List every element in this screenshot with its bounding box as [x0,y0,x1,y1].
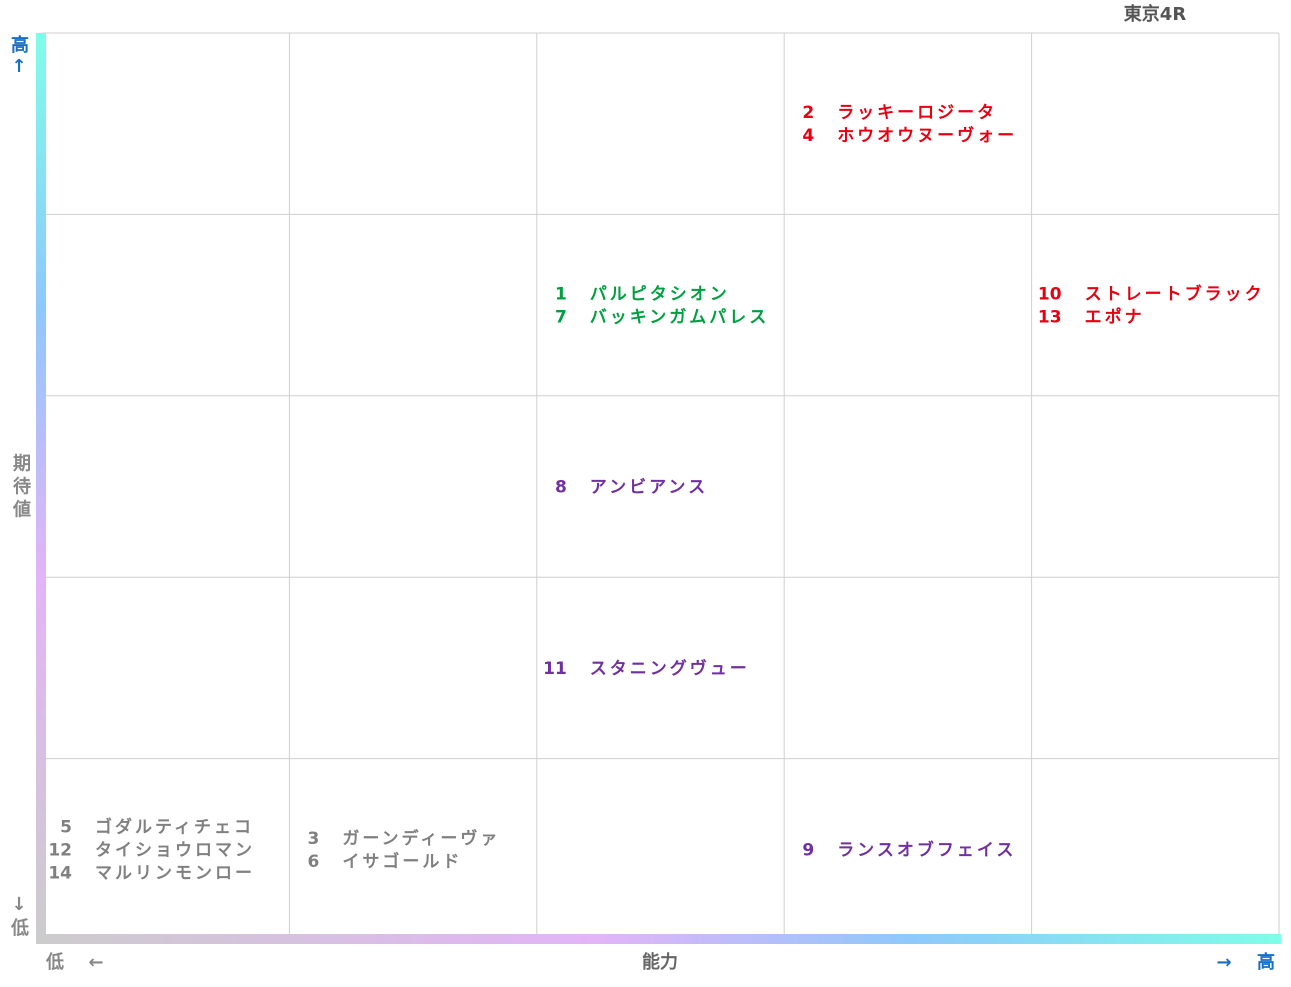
horse-name: パルピタシオン [590,285,730,305]
horse-number: 9 [802,840,814,860]
x-arrow-right: → [1216,952,1231,973]
y-arrow-down: ↓ [11,894,26,915]
x-axis-label: 能力 [642,951,678,973]
horse-number: 12 [48,840,72,860]
horse-name: エポナ [1085,307,1145,328]
x-high: 高 [1257,951,1275,973]
horse-name: アンビアンス [590,478,708,498]
x-axis-bar [36,934,1281,944]
horse-number: 10 [1038,285,1062,305]
horse-number: 13 [1038,308,1062,328]
y-high: 高 [11,34,29,56]
horse-name: バッキンガムパレス [590,308,770,328]
x-low: 低 [45,951,64,973]
horse-number: 6 [308,852,320,872]
y-low: 低 [10,917,29,939]
title: 東京4R [1124,3,1187,25]
horse-name: ゴダルティチェコ [95,816,254,837]
horse-number: 7 [555,308,567,328]
horse-name: ガーンディーヴァ [342,828,500,849]
horse-number: 5 [60,817,72,837]
horse-number: 3 [308,829,320,849]
x-arrow-left: ← [88,952,103,973]
horse-name: ホウオウヌーヴォー [837,125,1017,146]
horse-number: 2 [802,103,814,123]
horse-name: イサゴールド [342,851,462,872]
horse-name: タイショウロマン [95,840,255,860]
horse-number: 8 [555,478,567,498]
horse-name: マルリンモンロー [95,863,255,883]
y-axis-bar [36,33,46,943]
y-axis-label: 期待値 [10,453,32,522]
horse-name: ストレートブラック [1085,284,1265,305]
horse-number: 4 [802,126,814,146]
horse-number: 1 [555,285,567,305]
horse-number: 11 [543,659,567,679]
horse-name: ラッキーロジータ [837,103,997,123]
y-axis-label-text: 期待値 [10,453,32,522]
horse-name: スタニングヴュー [590,658,750,679]
horse-name: ランスオブフェイス [837,839,1016,860]
cells: 2 ラッキーロジータ 4 ホウオウヌーヴォー 1 パルピタシオン 7 バッキンガムパレス 10 ス… [48,103,1265,883]
horse-number: 14 [48,863,72,883]
y-arrow-up: ↑ [11,56,26,77]
